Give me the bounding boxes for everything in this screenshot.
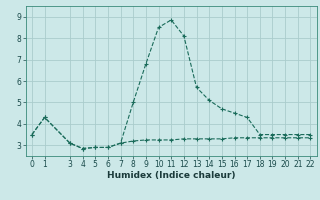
X-axis label: Humidex (Indice chaleur): Humidex (Indice chaleur) <box>107 171 236 180</box>
